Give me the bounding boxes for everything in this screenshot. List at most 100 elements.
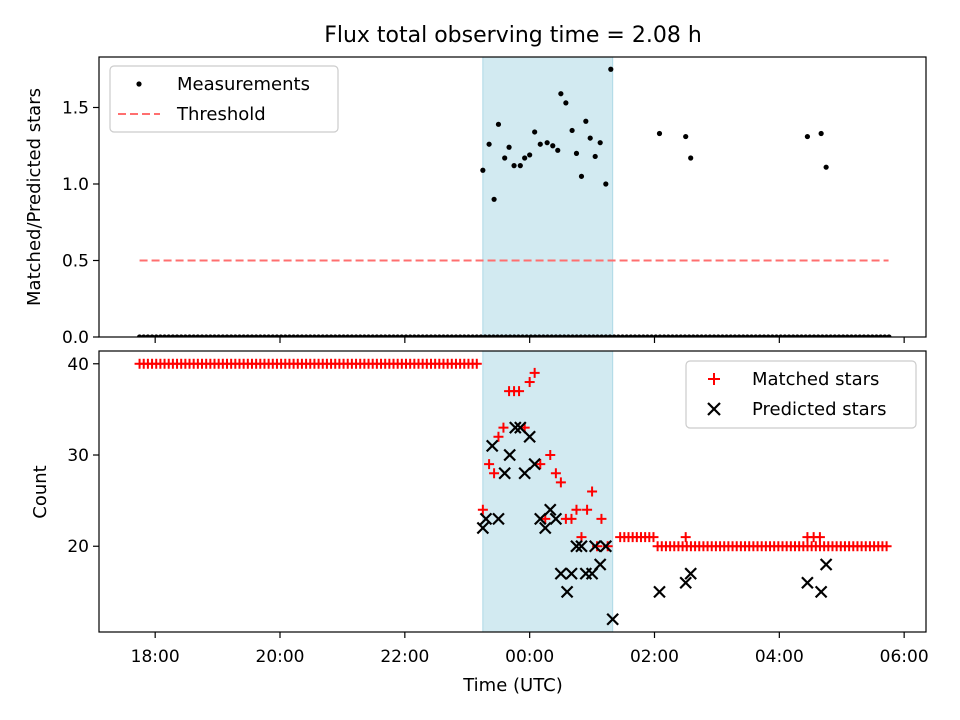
measurement-point-zero xyxy=(478,334,484,337)
measurement-point-zero xyxy=(586,334,592,337)
measurement-point-zero xyxy=(378,334,384,337)
predicted-marker-b xyxy=(599,539,613,553)
measurement-point-zero xyxy=(657,334,663,337)
measurement-point-zero xyxy=(157,334,163,337)
measurement-point-zero xyxy=(711,334,717,337)
predicted-point xyxy=(543,503,557,517)
measurement-point-zero xyxy=(315,334,322,337)
predicted-marker-b xyxy=(492,512,505,526)
predicted-marker-b xyxy=(509,421,522,434)
measurement-point-zero xyxy=(386,334,392,337)
measurement-point-zero xyxy=(653,334,659,337)
matched-point xyxy=(596,513,607,524)
measurement-point-zero xyxy=(540,334,546,337)
measurement-point-zero xyxy=(499,334,505,337)
measurement-point-zero xyxy=(549,334,555,337)
measurement-point-zero xyxy=(694,334,701,337)
predicted-marker-b xyxy=(801,576,814,590)
measurement-point-zero xyxy=(757,334,763,337)
measurement-point xyxy=(550,143,556,149)
measurement-point-zero xyxy=(624,334,630,337)
measurement-point xyxy=(656,130,663,137)
measurement-point xyxy=(573,150,580,156)
measurement-point-zero xyxy=(340,334,347,337)
x-tick-label: 18:00 xyxy=(131,647,180,667)
y-tick-label: 0.0 xyxy=(62,328,89,348)
measurement-point-zero xyxy=(532,334,538,337)
measurement-point-zero xyxy=(798,334,805,337)
x-tick-label: 20:00 xyxy=(256,647,305,667)
measurement-point-zero xyxy=(482,334,488,337)
measurement-point-zero xyxy=(224,334,230,337)
matched-point xyxy=(881,541,892,552)
chart-title: Flux total observing time = 2.08 h xyxy=(324,23,702,48)
measurement-point-zero xyxy=(507,334,513,337)
measurement-point xyxy=(522,155,528,161)
measurement-point-zero xyxy=(211,334,218,337)
measurement-point xyxy=(597,140,603,146)
measurement-point-zero xyxy=(632,334,638,337)
measurement-point-zero xyxy=(773,334,780,337)
measurement-point-zero xyxy=(599,334,605,337)
measurement-point-zero xyxy=(603,334,609,337)
measurement-point-zero xyxy=(303,334,309,337)
predicted-marker-b xyxy=(684,567,697,580)
measurement-point xyxy=(823,164,829,170)
measurement-point-zero xyxy=(723,334,730,337)
measurement-point-zero xyxy=(207,334,213,337)
measurement-point-zero xyxy=(873,334,880,337)
measurement-point-zero xyxy=(320,334,326,337)
measurement-point xyxy=(532,129,538,135)
matched-point xyxy=(477,504,488,515)
measurement-point-zero xyxy=(832,334,838,337)
measurement-point xyxy=(608,66,614,72)
measurement-point-zero xyxy=(286,334,293,337)
measurement-point-zero xyxy=(582,334,588,337)
measurement-point-zero xyxy=(415,334,422,337)
measurement-point-zero xyxy=(786,334,792,337)
measurement-point-zero xyxy=(578,334,584,337)
predicted-marker-b xyxy=(543,503,557,517)
predicted-marker-b xyxy=(528,457,541,471)
matched-point xyxy=(545,450,556,461)
measurement-point-zero xyxy=(861,334,867,337)
measurement-point-zero xyxy=(703,334,709,337)
measurement-point-zero xyxy=(361,334,367,337)
measurement-point-zero xyxy=(553,334,559,337)
measurement-point-zero xyxy=(698,334,705,337)
measurement-point-zero xyxy=(445,334,451,337)
predicted-point xyxy=(492,512,505,526)
y-tick-label: 30 xyxy=(67,446,89,466)
top-y-axis-label: Matched/Predicted stars xyxy=(24,88,45,306)
measurement-point-zero xyxy=(769,334,775,337)
predicted-point xyxy=(479,512,493,526)
predicted-point xyxy=(801,576,814,590)
predicted-point xyxy=(533,512,547,526)
measurement-point-zero xyxy=(166,334,172,337)
matched-point xyxy=(566,513,577,524)
measurement-point-zero xyxy=(761,334,767,337)
predicted-marker-b xyxy=(518,466,531,480)
measurement-point-zero xyxy=(536,334,542,337)
measurement-point-zero xyxy=(515,334,522,337)
measurement-point-zero xyxy=(715,334,721,337)
x-axis-label: Time (UTC) xyxy=(462,675,563,696)
y-tick-label: 1.0 xyxy=(62,175,89,195)
measurement-point-zero xyxy=(669,334,676,337)
measurement-point xyxy=(558,91,564,97)
measurement-point-zero xyxy=(420,334,426,337)
x-tick-label: 02:00 xyxy=(630,647,679,667)
predicted-point xyxy=(560,585,574,599)
measurement-point-zero xyxy=(382,334,388,337)
measurement-point-zero xyxy=(878,334,884,337)
predicted-marker-b xyxy=(479,512,493,526)
measurement-point-zero xyxy=(365,334,372,337)
predicted-marker-b xyxy=(476,521,490,535)
measurement-point-zero xyxy=(403,334,409,337)
predicted-marker-b xyxy=(498,466,511,480)
legend-label-threshold: Threshold xyxy=(176,104,266,125)
measurement-point xyxy=(592,153,598,160)
measurement-point-zero xyxy=(503,334,509,337)
legend-marker-predicted-b xyxy=(707,402,721,416)
legend-box xyxy=(109,65,339,133)
